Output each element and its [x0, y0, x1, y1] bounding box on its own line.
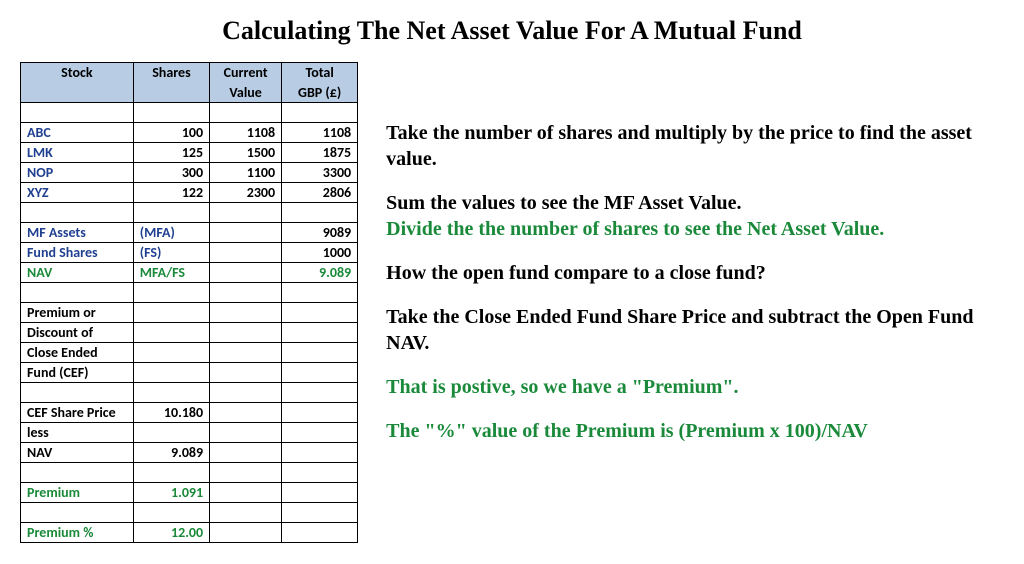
main-layout: Stock Shares Current Total Value GBP (£)… [20, 62, 1004, 543]
col-current-header: Current [210, 63, 282, 83]
mf-assets-row: MF Assets (MFA) 9089 [21, 223, 358, 243]
fund-shares-value: 1000 [282, 243, 358, 263]
mf-assets-value: 9089 [282, 223, 358, 243]
premium-pct-value: 12.00 [133, 523, 209, 543]
nav2-label: NAV [21, 443, 134, 463]
mf-assets-label: MF Assets [21, 223, 134, 243]
explain-step-1: Take the number of shares and multiply b… [386, 120, 1004, 172]
stock-shares: 122 [133, 183, 209, 203]
header-row-2: Value GBP (£) [21, 83, 358, 103]
premdisc-label: Discount of [21, 323, 134, 343]
premdisc-row: Premium or [21, 303, 358, 323]
blank-row [21, 503, 358, 523]
less-row: less [21, 423, 358, 443]
stock-price: 1108 [210, 123, 282, 143]
premdisc-label: Premium or [21, 303, 134, 323]
stock-shares: 100 [133, 123, 209, 143]
premdisc-row: Discount of [21, 323, 358, 343]
stock-price: 1500 [210, 143, 282, 163]
stock-name: NOP [21, 163, 134, 183]
explain-step-3: How the open fund compare to a close fun… [386, 260, 1004, 286]
stock-row: XYZ 122 2300 2806 [21, 183, 358, 203]
premdisc-label: Close Ended [21, 343, 134, 363]
premium-row: Premium 1.091 [21, 483, 358, 503]
less-label: less [21, 423, 134, 443]
fund-shares-label: Fund Shares [21, 243, 134, 263]
explain-step-2a: Sum the values to see the MF Asset Value… [386, 190, 1004, 216]
nav2-value: 9.089 [133, 443, 209, 463]
col-total-header: Total [282, 63, 358, 83]
premium-pct-label: Premium % [21, 523, 134, 543]
col-stock-header: Stock [21, 63, 134, 83]
page-title: Calculating The Net Asset Value For A Mu… [20, 16, 1004, 46]
col-stock-header-2 [21, 83, 134, 103]
header-row-1: Stock Shares Current Total [21, 63, 358, 83]
stock-total: 3300 [282, 163, 358, 183]
stock-row: ABC 100 1108 1108 [21, 123, 358, 143]
stock-shares: 125 [133, 143, 209, 163]
premdisc-row: Fund (CEF) [21, 363, 358, 383]
blank-row [21, 463, 358, 483]
stock-name: ABC [21, 123, 134, 143]
cef-price-row: CEF Share Price 10.180 [21, 403, 358, 423]
premium-label: Premium [21, 483, 134, 503]
explain-step-4: Take the Close Ended Fund Share Price an… [386, 304, 1004, 356]
explain-step-2b: Divide the the number of shares to see t… [386, 216, 1004, 242]
premium-pct-row: Premium % 12.00 [21, 523, 358, 543]
stock-total: 1108 [282, 123, 358, 143]
stock-row: NOP 300 1100 3300 [21, 163, 358, 183]
explain-step-6: The "%" value of the Premium is (Premium… [386, 418, 1004, 444]
premdisc-label: Fund (CEF) [21, 363, 134, 383]
blank-row [21, 383, 358, 403]
col-shares-header-2 [133, 83, 209, 103]
stock-total: 1875 [282, 143, 358, 163]
premdisc-row: Close Ended [21, 343, 358, 363]
nav-row: NAV MFA/FS 9.089 [21, 263, 358, 283]
nav-spreadsheet: Stock Shares Current Total Value GBP (£)… [20, 62, 358, 543]
stock-total: 2806 [282, 183, 358, 203]
col-shares-header: Shares [133, 63, 209, 83]
nav-value: 9.089 [282, 263, 358, 283]
blank-row [21, 103, 358, 123]
premium-value: 1.091 [133, 483, 209, 503]
col-gbp-header: GBP (£) [282, 83, 358, 103]
explanation-panel: Take the number of shares and multiply b… [386, 62, 1004, 462]
stock-row: LMK 125 1500 1875 [21, 143, 358, 163]
nav2-row: NAV 9.089 [21, 443, 358, 463]
cef-price-value: 10.180 [133, 403, 209, 423]
col-value-header: Value [210, 83, 282, 103]
stock-price: 1100 [210, 163, 282, 183]
blank-row [21, 283, 358, 303]
fund-shares-note: (FS) [133, 243, 209, 263]
blank-row [21, 203, 358, 223]
stock-shares: 300 [133, 163, 209, 183]
nav-note: MFA/FS [133, 263, 209, 283]
stock-name: XYZ [21, 183, 134, 203]
stock-name: LMK [21, 143, 134, 163]
stock-price: 2300 [210, 183, 282, 203]
cef-price-label: CEF Share Price [21, 403, 134, 423]
fund-shares-row: Fund Shares (FS) 1000 [21, 243, 358, 263]
mf-assets-note: (MFA) [133, 223, 209, 243]
explain-step-5: That is postive, so we have a "Premium". [386, 374, 1004, 400]
nav-label: NAV [21, 263, 134, 283]
